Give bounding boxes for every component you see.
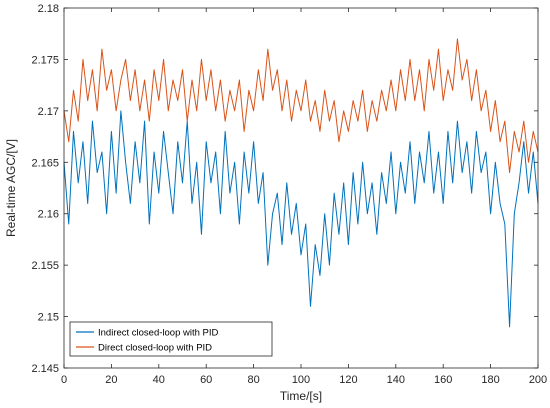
series-line-1 [63, 110, 539, 328]
legend-label-2: Direct closed-loop with PID [98, 343, 212, 354]
x-tick-label: 180 [481, 374, 499, 386]
plot-area [64, 8, 538, 368]
x-tick-label: 60 [200, 374, 212, 386]
x-axis-title: Time/[s] [280, 389, 322, 403]
x-tick-label: 20 [105, 374, 117, 386]
y-tick-label: 2.145 [31, 363, 59, 375]
x-axis: 0 20 40 60 80 100 120 140 160 180 200 [61, 8, 547, 386]
legend-label-1: Indirect closed-loop with PID [98, 328, 219, 339]
y-tick-label: 2.17 [38, 106, 59, 118]
legend-box [69, 321, 273, 357]
y-tick-label: 2.16 [38, 209, 59, 221]
x-tick-label: 0 [61, 374, 67, 386]
x-tick-label: 100 [292, 374, 310, 386]
x-tick-label: 140 [387, 374, 405, 386]
y-tick-label: 2.15 [38, 312, 59, 324]
y-tick-label: 2.155 [31, 260, 59, 272]
y-tick-label: 2.165 [31, 157, 59, 169]
y-axis-title: Real-time AGC/[V] [4, 139, 18, 237]
series-line-2 [63, 38, 539, 174]
x-tick-label: 120 [339, 374, 357, 386]
x-tick-label: 40 [153, 374, 165, 386]
y-tick-label: 2.175 [31, 54, 59, 66]
y-axis: 2.145 2.15 2.155 2.16 2.165 2.17 2.175 2.18 [31, 3, 538, 375]
y-tick-label: 2.18 [38, 3, 59, 15]
x-tick-label: 160 [434, 374, 452, 386]
x-tick-label: 80 [247, 374, 259, 386]
legend: Indirect closed-loop with PID Direct clos… [69, 321, 273, 357]
series-layer [63, 38, 539, 328]
x-tick-label: 200 [529, 374, 547, 386]
